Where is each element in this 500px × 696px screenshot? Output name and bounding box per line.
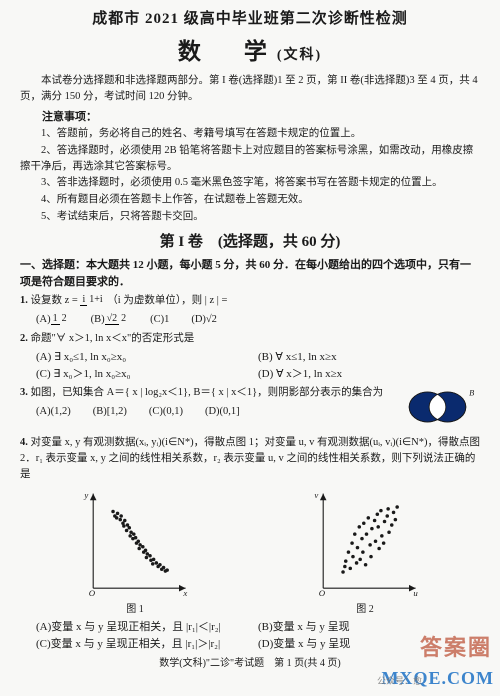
watermark-brand: 答案圈 — [420, 631, 492, 664]
chart2-caption: 图 2 — [295, 602, 435, 617]
q3-number: 3. — [20, 387, 28, 398]
question-3-wrap: 3. 如图，已知集合 A＝{ x | log₂x＜1}, B＝{ x | x＜1… — [20, 382, 480, 432]
q3-options: (A)(1,2) (B)[1,2) (C)(0,1) (D)(0,1] — [36, 404, 391, 420]
chart1-caption: 图 1 — [65, 602, 205, 617]
q1-text: 设复数 z = — [31, 295, 78, 306]
scatter-chart-1: O x y 图 1 — [65, 487, 205, 618]
notice-header: 注意事项： — [20, 109, 480, 126]
q4-opt-c: (C)变量 x 与 y 呈现正相关，且 |r₁|＞|r₂| — [36, 636, 236, 653]
q4-options: (A)变量 x 与 y 呈现正相关，且 |r₁|＜|r₂| (B)变量 x 与 … — [36, 619, 480, 652]
q2-opt-d: (D) ∀ x＞1, ln x≥x — [258, 366, 458, 383]
venn-diagram: B — [395, 382, 480, 432]
notice-item: 2、答选择题时，必须使用 2B 铅笔将答题卡上对应题目的答案标号涂黑，如需改动，… — [20, 143, 480, 175]
q2-text: 命题"∀ x＞1, ln x＜x"的否定形式是 — [31, 333, 195, 344]
notice-item: 1、答题前，务必将自己的姓名、考籍号填写在答题卡规定的位置上。 — [20, 126, 480, 142]
q3-opt-b: (B)[1,2) — [93, 404, 127, 420]
q1-opt-c: (C)1 — [150, 312, 169, 328]
question-4: 4. 对变量 x, y 有观测数据(xᵢ, yᵢ)(i∈N*)，得散点图 1；对… — [20, 435, 480, 482]
q3-opt-d: (D)(0,1] — [205, 404, 240, 420]
question-2: 2. 命题"∀ x＞1, ln x＜x"的否定形式是 — [20, 331, 480, 347]
notice-item: 4、所有题目必须在答题卡上作答，在试题卷上答题无效。 — [20, 192, 480, 208]
q1-number: 1. — [20, 295, 28, 306]
q1-options: (A)12 (B)√22 (C)1 (D)√2 — [36, 312, 480, 328]
svg-text:u: u — [413, 587, 418, 596]
subject-title: 数 学(文科) — [20, 35, 480, 70]
q2-opt-a: (A) ∃ x₀≤1, ln x₀≥x₀ — [36, 349, 236, 366]
q4-text: 对变量 x, y 有观测数据(xᵢ, yᵢ)(i∈N*)，得散点图 1；对变量 … — [20, 437, 480, 480]
scatter-chart-2: O u v 图 2 — [295, 487, 435, 618]
svg-text:O: O — [319, 587, 326, 596]
q1-opt-b: (B)√22 — [91, 312, 129, 328]
section1-header: 一、选择题：本大题共 12 小题，每小题 5 分，共 60 分．在每小题给出的四… — [20, 257, 480, 290]
watermark-wechat: 公众号：愈 — [377, 675, 422, 689]
part1-title: 第 I 卷 (选择题，共 60 分) — [20, 231, 480, 254]
q2-number: 2. — [20, 333, 28, 344]
q2-opt-b: (B) ∀ x≤1, ln x≥x — [258, 349, 458, 366]
q3-opt-a: (A)(1,2) — [36, 404, 71, 420]
svg-text:O: O — [89, 587, 96, 596]
subject-sub: (文科) — [277, 48, 322, 63]
question-1: 1. 设复数 z = i1+i （i 为虚数单位），则 | z | = — [20, 293, 480, 309]
intro-text: 本试卷分选择题和非选择题两部分。第 I 卷(选择题)1 至 2 页，第 II 卷… — [20, 73, 480, 105]
question-3: 3. 如图，已知集合 A＝{ x | log₂x＜1}, B＝{ x | x＜1… — [20, 385, 391, 401]
q3-text: 如图，已知集合 A＝{ x | log₂x＜1}, B＝{ x | x＜1}，则… — [31, 387, 384, 398]
subject-main: 数 学 — [178, 39, 277, 64]
q1-text2: （i 为虚数单位），则 | z | = — [107, 295, 227, 306]
svg-text:y: y — [83, 490, 88, 500]
venn-label-b: B — [469, 389, 474, 398]
notice-item: 5、考试结束后，只将答题卡交回。 — [20, 209, 480, 225]
notice-item: 3、答非选择题时，必须使用 0.5 毫米黑色签字笔，将答案书写在答题卡规定的位置… — [20, 175, 480, 191]
q1-opt-d: (D)√2 — [191, 312, 217, 328]
q3-opt-c: (C)(0,1) — [149, 404, 183, 420]
q4-opt-a: (A)变量 x 与 y 呈现正相关，且 |r₁|＜|r₂| — [36, 619, 236, 636]
svg-text:x: x — [182, 587, 187, 596]
q2-options: (A) ∃ x₀≤1, ln x₀≥x₀ (B) ∀ x≤1, ln x≥x (… — [36, 349, 480, 382]
q1-opt-a: (A)12 — [36, 312, 69, 328]
q2-opt-c: (C) ∃ x₀＞1, ln x₀≥x₀ — [36, 366, 236, 383]
scatter-charts: O x y 图 1 O u v 图 2 — [20, 487, 480, 618]
exam-header: 成都市 2021 级高中毕业班第二次诊断性检测 — [20, 8, 480, 31]
q4-number: 4. — [20, 437, 28, 448]
svg-text:v: v — [314, 490, 318, 500]
q1-fraction: i1+i — [80, 295, 104, 306]
